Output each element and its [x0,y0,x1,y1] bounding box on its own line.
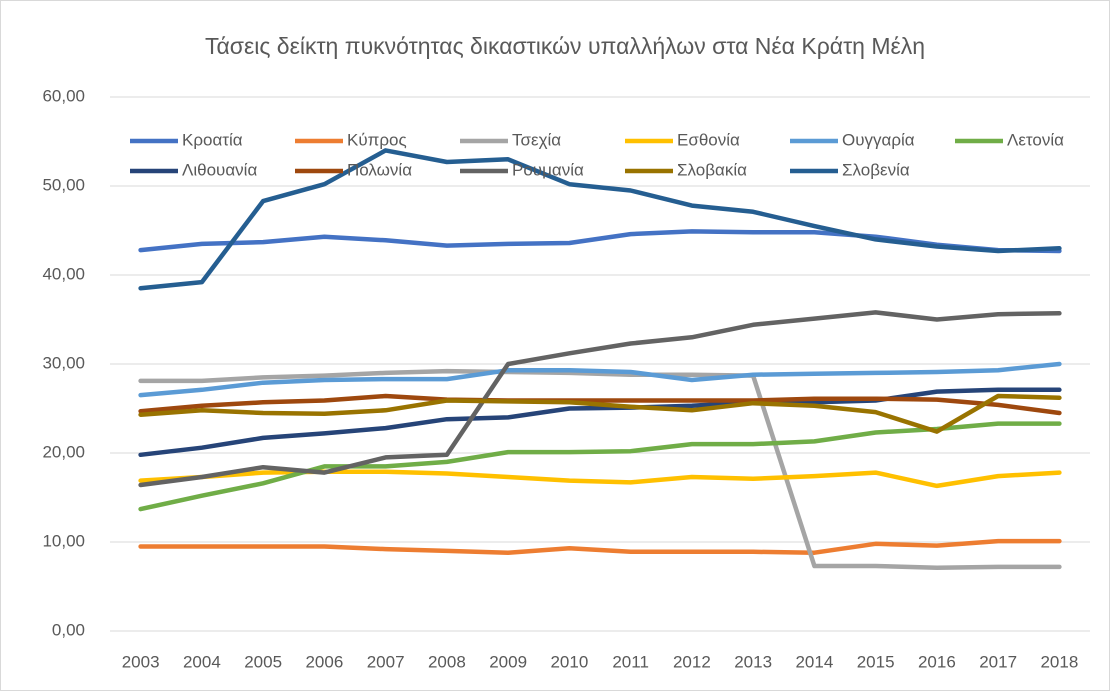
x-tick-label: 2012 [673,652,711,671]
series-line [138,421,1062,512]
series-line [138,310,1062,488]
x-tick-label: 2008 [428,652,466,671]
legend-label: Κύπρος [347,130,407,149]
legend-label: Ουγγαρία [842,130,915,149]
chart-title: Τάσεις δείκτη πυκνότητας δικαστικών υπαλ… [205,33,925,59]
x-tick-label: 2011 [612,652,649,671]
y-tick-label: 50,00 [42,175,85,194]
x-tick-label: 2010 [550,652,588,671]
x-tick-label: 2016 [918,652,956,671]
x-tick-label: 2009 [489,652,527,671]
legend-label: Τσεχία [512,130,561,149]
y-tick-label: 10,00 [42,531,85,550]
legend-label: Λιθουανία [182,160,257,179]
x-tick-label: 2018 [1040,652,1078,671]
y-tick-label: 0,00 [52,620,85,639]
x-tick-label: 2005 [244,652,282,671]
legend-label: Ρουμανία [512,160,584,179]
series-line [138,361,1062,398]
x-tick-label: 2007 [367,652,405,671]
series-line [138,368,1062,571]
x-tick-label: 2014 [795,652,833,671]
y-tick-label: 60,00 [42,86,85,105]
legend-label: Σλοβακία [677,160,747,179]
legend-label: Εσθονία [677,130,740,149]
x-tick-label: 2013 [734,652,772,671]
series-line [138,387,1062,458]
series-line [138,393,1062,434]
y-tick-label: 20,00 [42,442,85,461]
legend-label: Λετονία [1007,130,1064,149]
x-tick-label: 2015 [857,652,895,671]
series-line [138,393,1062,416]
y-tick-label: 30,00 [42,353,85,372]
legend-label: Κροατία [182,130,243,149]
x-tick-label: 2003 [122,652,160,671]
x-tick-label: 2006 [305,652,343,671]
series-line [138,148,1062,291]
x-tick-label: 2017 [979,652,1017,671]
legend-label: Πολωνία [347,160,412,179]
legend-label: Σλοβενία [842,160,910,179]
x-tick-label: 2004 [183,652,221,671]
y-tick-label: 40,00 [42,264,85,283]
series-line [138,538,1062,555]
